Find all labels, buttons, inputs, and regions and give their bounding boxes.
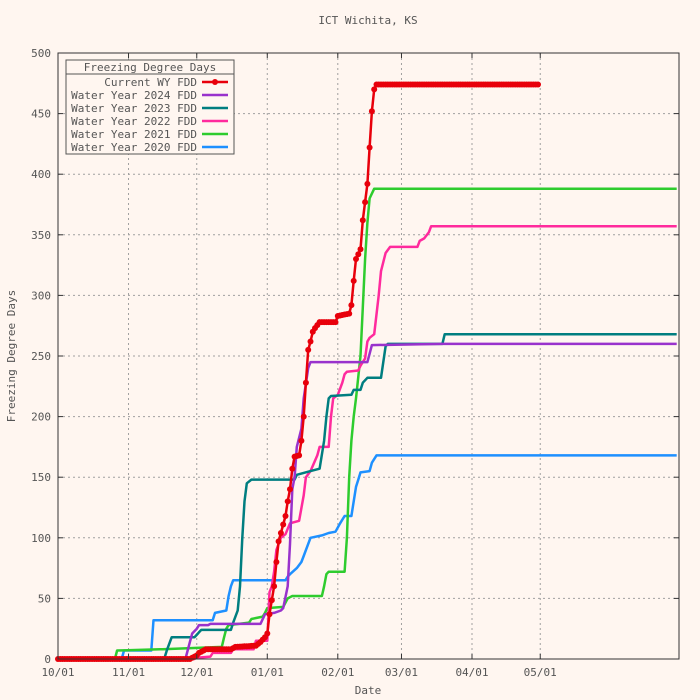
legend-title: Freezing Degree Days (84, 61, 216, 74)
data-point (535, 81, 541, 88)
legend-label: Current WY FDD (104, 76, 197, 89)
y-tick-label: 200 (31, 411, 51, 424)
y-axis-label: Freezing Degree Days (5, 290, 18, 422)
data-point (266, 611, 273, 618)
data-point (350, 277, 357, 284)
x-tick-label: 03/01 (385, 666, 418, 679)
data-point (284, 498, 291, 505)
data-point (275, 538, 282, 545)
y-tick-label: 500 (31, 47, 51, 60)
data-point (359, 217, 366, 224)
y-tick-label: 0 (44, 653, 51, 666)
data-point (355, 251, 362, 258)
x-tick-label: 11/01 (112, 666, 145, 679)
data-point (289, 465, 296, 472)
data-point (277, 530, 284, 536)
axis-ticks: 10/01 11/01 12/01 01/01 02/01 03/01 04/01 05/01… (31, 47, 679, 679)
x-tick-label: 10/01 (41, 666, 74, 679)
legend-entry: Water Year 2024 FDD (71, 89, 228, 102)
data-point (298, 437, 305, 444)
series-line (58, 187, 677, 661)
legend-label: Water Year 2022 FDD (71, 115, 197, 128)
x-tick-label: 12/01 (180, 666, 213, 679)
series-current-wy-fdd (55, 81, 541, 662)
y-tick-label: 50 (38, 592, 51, 605)
x-axis-label: Date (355, 684, 382, 697)
data-point (282, 513, 289, 519)
series-line (58, 83, 538, 661)
series-line (58, 342, 677, 661)
y-tick-label: 450 (31, 108, 51, 121)
legend-entry: Water Year 2022 FDD (71, 115, 228, 128)
data-point (348, 302, 355, 309)
y-tick-label: 300 (31, 289, 51, 302)
y-tick-label: 400 (31, 168, 51, 181)
x-tick-label: 04/01 (455, 666, 488, 679)
data-point (264, 630, 271, 637)
y-tick-label: 100 (31, 532, 51, 545)
data-point (307, 338, 314, 345)
legend-entry: Water Year 2021 FDD (71, 128, 228, 141)
legend-label: Water Year 2021 FDD (71, 128, 197, 141)
series-water-year-2023-fdd (58, 332, 677, 661)
series-line (58, 454, 677, 661)
legend-entry: Current WY FDD (104, 76, 228, 89)
x-tick-label: 02/01 (321, 666, 354, 679)
data-point (280, 521, 287, 528)
series-water-year-2020-fdd (58, 454, 677, 661)
data-point (332, 319, 339, 326)
series-water-year-2024-fdd (58, 342, 677, 661)
series-water-year-2022-fdd (58, 225, 677, 661)
x-tick-label: 05/01 (524, 666, 557, 679)
data-point (296, 452, 303, 459)
legend-label: Water Year 2020 FDD (71, 141, 197, 154)
data-point (368, 108, 375, 115)
data-point (305, 346, 312, 353)
legend-entry: Water Year 2020 FDD (71, 141, 228, 154)
legend-marker (212, 79, 218, 85)
data-point (271, 583, 278, 590)
data-point (300, 413, 307, 420)
series-water-year-2021-fdd (58, 187, 677, 661)
y-tick-label: 150 (31, 471, 51, 484)
y-tick-label: 250 (31, 350, 51, 363)
data-point (287, 486, 293, 493)
series-line (58, 332, 677, 661)
y-tick-label: 350 (31, 229, 51, 242)
legend: Freezing Degree Days Current WY FDDWater… (65, 59, 235, 155)
legend-entry: Water Year 2023 FDD (71, 102, 228, 115)
data-point (302, 379, 309, 386)
legend-label: Water Year 2024 FDD (71, 89, 197, 102)
data-point (353, 256, 359, 262)
x-tick-label: 01/01 (251, 666, 284, 679)
chart-title: ICT Wichita, KS (318, 14, 417, 27)
series-line (58, 225, 677, 661)
data-point (364, 180, 371, 187)
data-point (357, 246, 364, 253)
data-point (362, 199, 369, 206)
data-point (273, 559, 280, 565)
data-point (268, 597, 275, 604)
legend-label: Water Year 2023 FDD (71, 102, 197, 115)
series-layer (55, 81, 677, 662)
data-point (371, 86, 378, 93)
data-point (346, 310, 353, 317)
data-point (366, 144, 373, 151)
